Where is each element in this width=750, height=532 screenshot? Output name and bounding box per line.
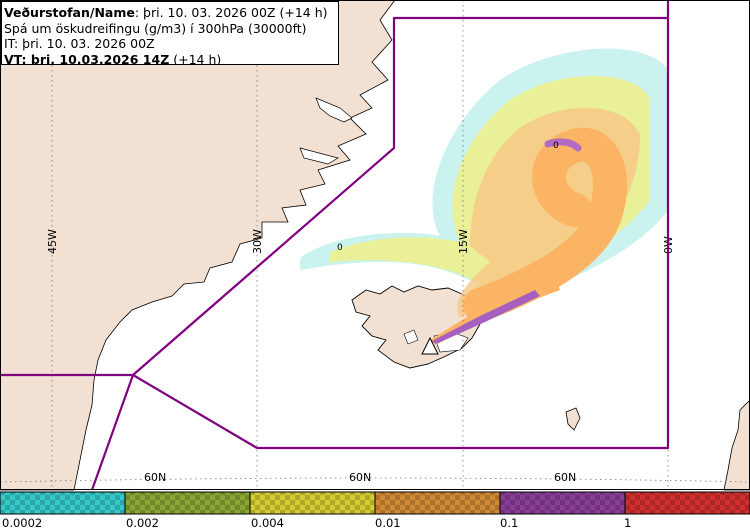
legend-tick-5: 1 — [624, 516, 632, 530]
lon-label-15w: 15W — [457, 229, 470, 254]
legend-pattern-overlay — [500, 492, 625, 514]
info-line-2: Spá um öskudreifingu (g/m3) í 300hPa (30… — [4, 20, 307, 36]
fir-boundary — [0, 0, 670, 491]
valid-time: VT: þri. 10.03.2026 14Z — [4, 51, 170, 65]
concentration-legend — [0, 491, 750, 515]
contour-label-west: 0 — [337, 243, 343, 253]
fir-boundary-west — [0, 373, 135, 491]
ash-cloud — [300, 48, 668, 345]
legend-pattern-overlay — [625, 492, 750, 514]
legend-tick-3: 0.01 — [375, 516, 401, 530]
greenland-landmass — [0, 0, 396, 491]
legend-tick-2: 0.004 — [251, 516, 284, 530]
contour-label-spiral: 0 — [553, 141, 559, 151]
ash-spiral-band — [463, 127, 627, 322]
valid-offset: (+14 h) — [169, 51, 222, 65]
iceland-glacier-2 — [403, 329, 419, 345]
legend-tick-4: 0.1 — [500, 516, 519, 530]
lat-label-60n-west: 60N — [144, 471, 166, 484]
ash-spiral-core — [544, 138, 582, 152]
info-line-4: VT: þri. 10.03.2026 14Z (+14 h) — [4, 51, 338, 65]
greenland-fjord-2 — [299, 147, 339, 165]
info-line-1: Veðurstofan/Name: þri. 10. 03. 2026 00Z … — [4, 5, 338, 21]
info-line-3: IT: þri. 10. 03. 2026 00Z — [4, 36, 155, 51]
greenland-fjord — [315, 97, 353, 123]
volcano-marker-icon — [421, 336, 439, 355]
lat-label-60n-center: 60N — [349, 471, 371, 484]
forecast-info-box: Veðurstofan/Name: þri. 10. 03. 2026 00Z … — [1, 1, 339, 65]
faroe-islands — [565, 407, 581, 431]
lon-label-45w: 45W — [46, 229, 59, 254]
issuer-label: Veðurstofan/Name — [4, 5, 135, 20]
legend-tick-0: 0.0002 — [2, 516, 43, 530]
legend-pattern-overlay — [375, 492, 500, 514]
issuer-time: : þri. 10. 03. 2026 00Z (+14 h) — [134, 5, 328, 20]
lat-label-60n-east: 60N — [554, 471, 576, 484]
legend-pattern-overlay — [125, 492, 250, 514]
parallel-60n — [0, 477, 750, 483]
ash-plume-core — [432, 290, 540, 344]
lon-label-30w: 30W — [251, 229, 264, 254]
fir-boundary-main — [131, 0, 670, 450]
legend-pattern-overlay — [0, 492, 125, 514]
legend-tick-1: 0.002 — [126, 516, 159, 530]
legend-pattern-overlay — [250, 492, 375, 514]
